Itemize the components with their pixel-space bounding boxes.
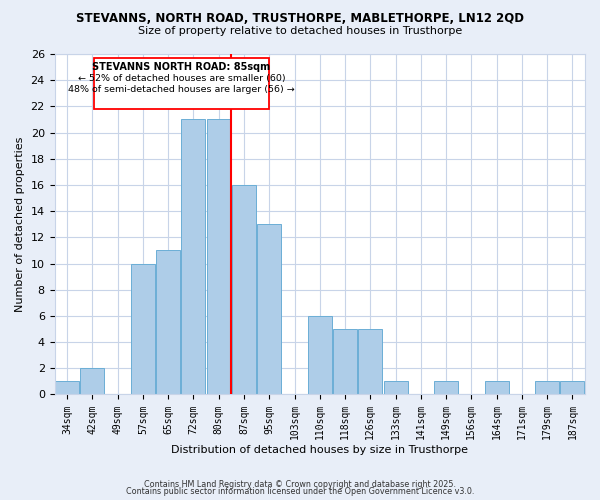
Text: 48% of semi-detached houses are larger (56) →: 48% of semi-detached houses are larger (… [68,86,295,94]
Bar [485,382,509,394]
Bar [207,120,231,394]
FancyBboxPatch shape [94,58,269,109]
Bar [156,250,180,394]
Bar [535,382,559,394]
X-axis label: Distribution of detached houses by size in Trusthorpe: Distribution of detached houses by size … [171,445,468,455]
Bar [80,368,104,394]
Text: ← 52% of detached houses are smaller (60): ← 52% of detached houses are smaller (60… [77,74,285,82]
Bar [257,224,281,394]
Bar [333,329,357,394]
Bar [560,382,584,394]
Bar [232,185,256,394]
Bar [358,329,382,394]
Text: Size of property relative to detached houses in Trusthorpe: Size of property relative to detached ho… [138,26,462,36]
Text: Contains HM Land Registry data © Crown copyright and database right 2025.: Contains HM Land Registry data © Crown c… [144,480,456,489]
Bar [383,382,407,394]
Bar [131,264,155,394]
Y-axis label: Number of detached properties: Number of detached properties [15,136,25,312]
Bar [181,120,205,394]
Bar [434,382,458,394]
Bar [308,316,332,394]
Text: STEVANNS NORTH ROAD: 85sqm: STEVANNS NORTH ROAD: 85sqm [92,62,271,72]
Text: STEVANNS, NORTH ROAD, TRUSTHORPE, MABLETHORPE, LN12 2QD: STEVANNS, NORTH ROAD, TRUSTHORPE, MABLET… [76,12,524,26]
Text: Contains public sector information licensed under the Open Government Licence v3: Contains public sector information licen… [126,488,474,496]
Bar [55,382,79,394]
